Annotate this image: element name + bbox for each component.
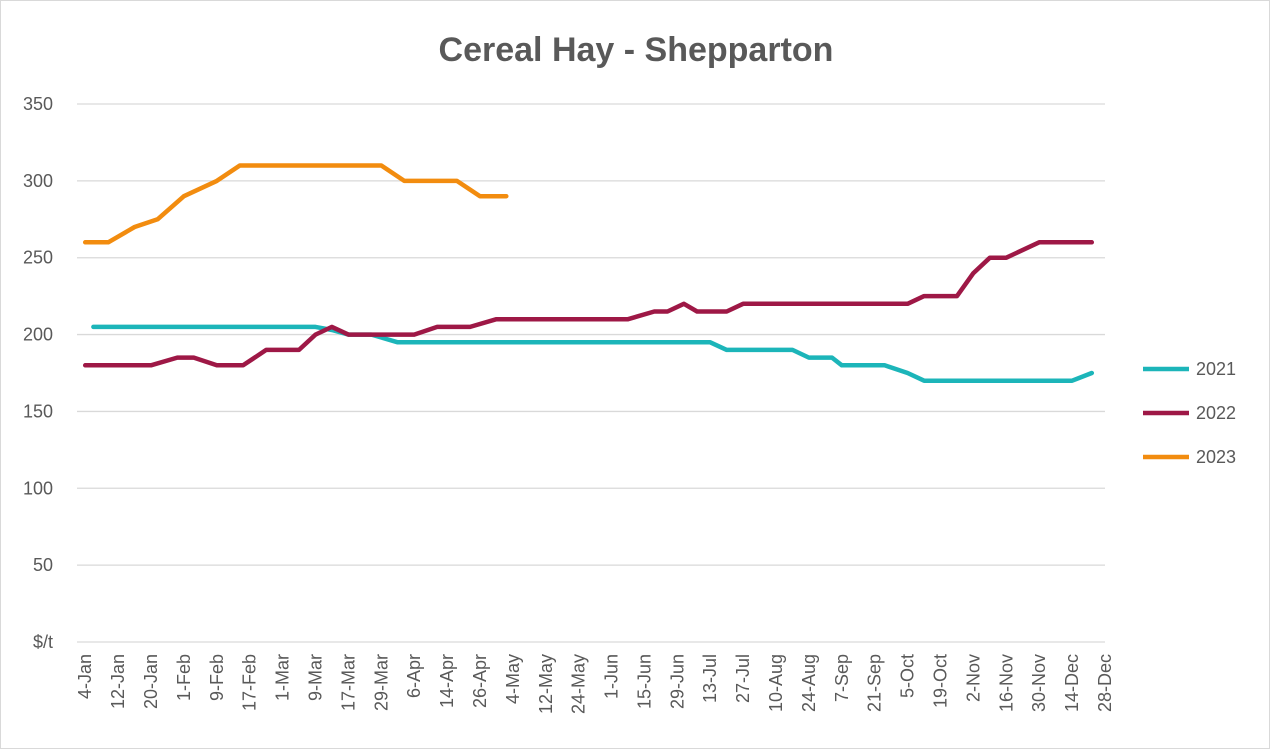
y-tick-label: 100 <box>23 478 53 498</box>
x-tick-label: 26-Apr <box>470 654 490 708</box>
x-tick-label: 2-Nov <box>963 654 983 702</box>
x-tick-label: 12-Jan <box>108 654 128 709</box>
x-tick-label: 17-Feb <box>240 654 260 711</box>
x-tick-label: 16-Nov <box>996 654 1016 712</box>
x-tick-label: 19-Oct <box>931 654 951 708</box>
x-tick-label: 28-Dec <box>1095 654 1115 712</box>
y-tick-label: 200 <box>23 325 53 345</box>
x-tick-label: 6-Apr <box>404 654 424 698</box>
x-tick-label: 9-Mar <box>305 654 325 701</box>
x-tick-label: 14-Dec <box>1062 654 1082 712</box>
y-tick-label: 250 <box>23 248 53 268</box>
x-tick-label: 29-Jun <box>667 654 687 709</box>
x-tick-label: 4-Jan <box>75 654 95 699</box>
x-tick-label: 24-Aug <box>799 654 819 712</box>
x-tick-label: 14-Apr <box>437 654 457 708</box>
x-tick-label: 12-May <box>536 654 556 714</box>
x-tick-label: 4-May <box>503 654 523 704</box>
y-tick-label: 50 <box>33 555 53 575</box>
x-tick-label: 13-Jul <box>700 654 720 703</box>
series-line-2023 <box>82 163 509 245</box>
y-tick-label: 150 <box>23 401 53 421</box>
legend: 2021 2022 2023 <box>1143 359 1236 467</box>
x-tick-label: 30-Nov <box>1029 654 1049 712</box>
x-tick-label: 29-Mar <box>371 654 391 711</box>
x-tick-label: 17-Mar <box>338 654 358 711</box>
x-tick-label: 9-Feb <box>207 654 227 701</box>
x-tick-label: 7-Sep <box>832 654 852 702</box>
y-tick-label: 300 <box>23 171 53 191</box>
x-tick-label: 21-Sep <box>865 654 885 712</box>
legend-label-2022: 2022 <box>1196 403 1236 423</box>
x-tick-label: 27-Jul <box>733 654 753 703</box>
x-tick-label: 1-Feb <box>174 654 194 701</box>
series-line-2021 <box>91 324 1095 383</box>
chart-title: Cereal Hay - Shepparton <box>439 31 834 69</box>
y-axis: $/t 50 100 150 200 250 300 350 <box>23 94 53 652</box>
y-tick-label: 350 <box>23 94 53 114</box>
legend-label-2023: 2023 <box>1196 447 1236 467</box>
x-tick-label: 5-Oct <box>898 654 918 698</box>
x-tick-label: 1-Mar <box>273 654 293 701</box>
x-axis: 4-Jan 12-Jan 20-Jan 1-Feb 9-Feb 17-Feb 1-Mar 9-… <box>75 654 1115 714</box>
x-tick-label: 20-Jan <box>141 654 161 709</box>
x-tick-label: 10-Aug <box>766 654 786 712</box>
x-tick-label: 15-Jun <box>634 654 654 709</box>
series-lines <box>82 163 1095 383</box>
y-tick-label: $/t <box>33 632 53 652</box>
legend-label-2021: 2021 <box>1196 359 1236 379</box>
x-tick-label: 1-Jun <box>602 654 622 699</box>
x-tick-label: 24-May <box>569 654 589 714</box>
series-line-2022 <box>82 240 1095 368</box>
gridlines <box>77 103 1105 643</box>
